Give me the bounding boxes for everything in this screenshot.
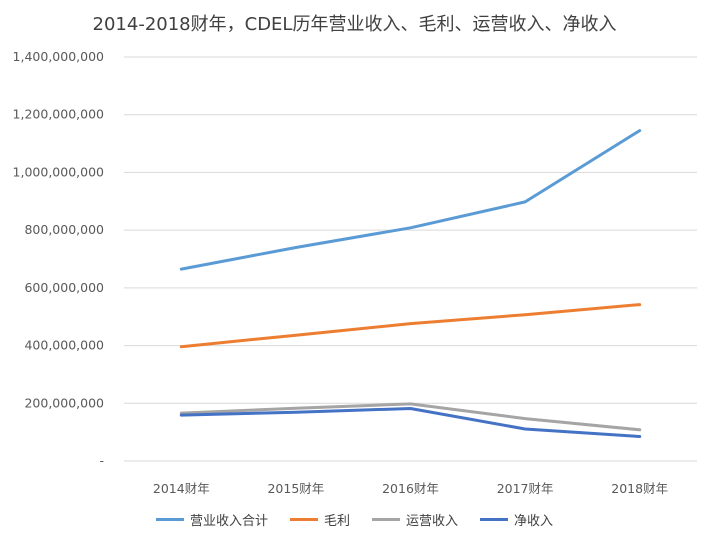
legend-label: 运营收入 (406, 514, 459, 529)
series-line-2 (179, 303, 642, 349)
series-line-4 (179, 407, 642, 438)
legend-label: 营业收入合计 (189, 514, 268, 529)
legend-item: 净收入 (480, 510, 553, 529)
legend-item: 运营收入 (372, 510, 458, 529)
series-line-3 (179, 402, 642, 432)
legend-label: 毛利 (323, 514, 350, 529)
y-tick-label: 800,000,000 (24, 222, 104, 237)
legend-swatch (480, 518, 509, 521)
legend: 营业收入合计 毛利 运营收入 净收入 (0, 510, 709, 529)
y-tick-label: 1,200,000,000 (13, 107, 104, 122)
legend-item: 营业收入合计 (155, 510, 268, 529)
y-tick-label: 200,000,000 (24, 395, 104, 410)
x-tick-label: 2015财年 (267, 481, 324, 496)
legend-swatch (289, 518, 318, 521)
y-tick-label: 1,400,000,000 (13, 49, 104, 64)
x-tick-label: 2016财年 (382, 481, 439, 496)
x-tick-label: 2014财年 (153, 481, 210, 496)
chart-title: 2014-2018财年，CDEL历年营业收入、毛利、运营收入、净收入 (92, 14, 617, 35)
legend-label: 净收入 (514, 514, 554, 529)
legend-swatch (372, 518, 400, 521)
legend-swatch (155, 518, 184, 521)
y-tick-label: 400,000,000 (24, 338, 104, 353)
x-tick-label: 2018财年 (611, 481, 668, 496)
x-tick-label: 2017财年 (497, 481, 554, 496)
y-tick-label: 1,000,000,000 (13, 164, 104, 179)
y-tick-label: - (99, 453, 104, 468)
series-line-1 (179, 129, 642, 271)
legend-item: 毛利 (289, 510, 350, 529)
y-tick-label: 600,000,000 (24, 280, 104, 295)
